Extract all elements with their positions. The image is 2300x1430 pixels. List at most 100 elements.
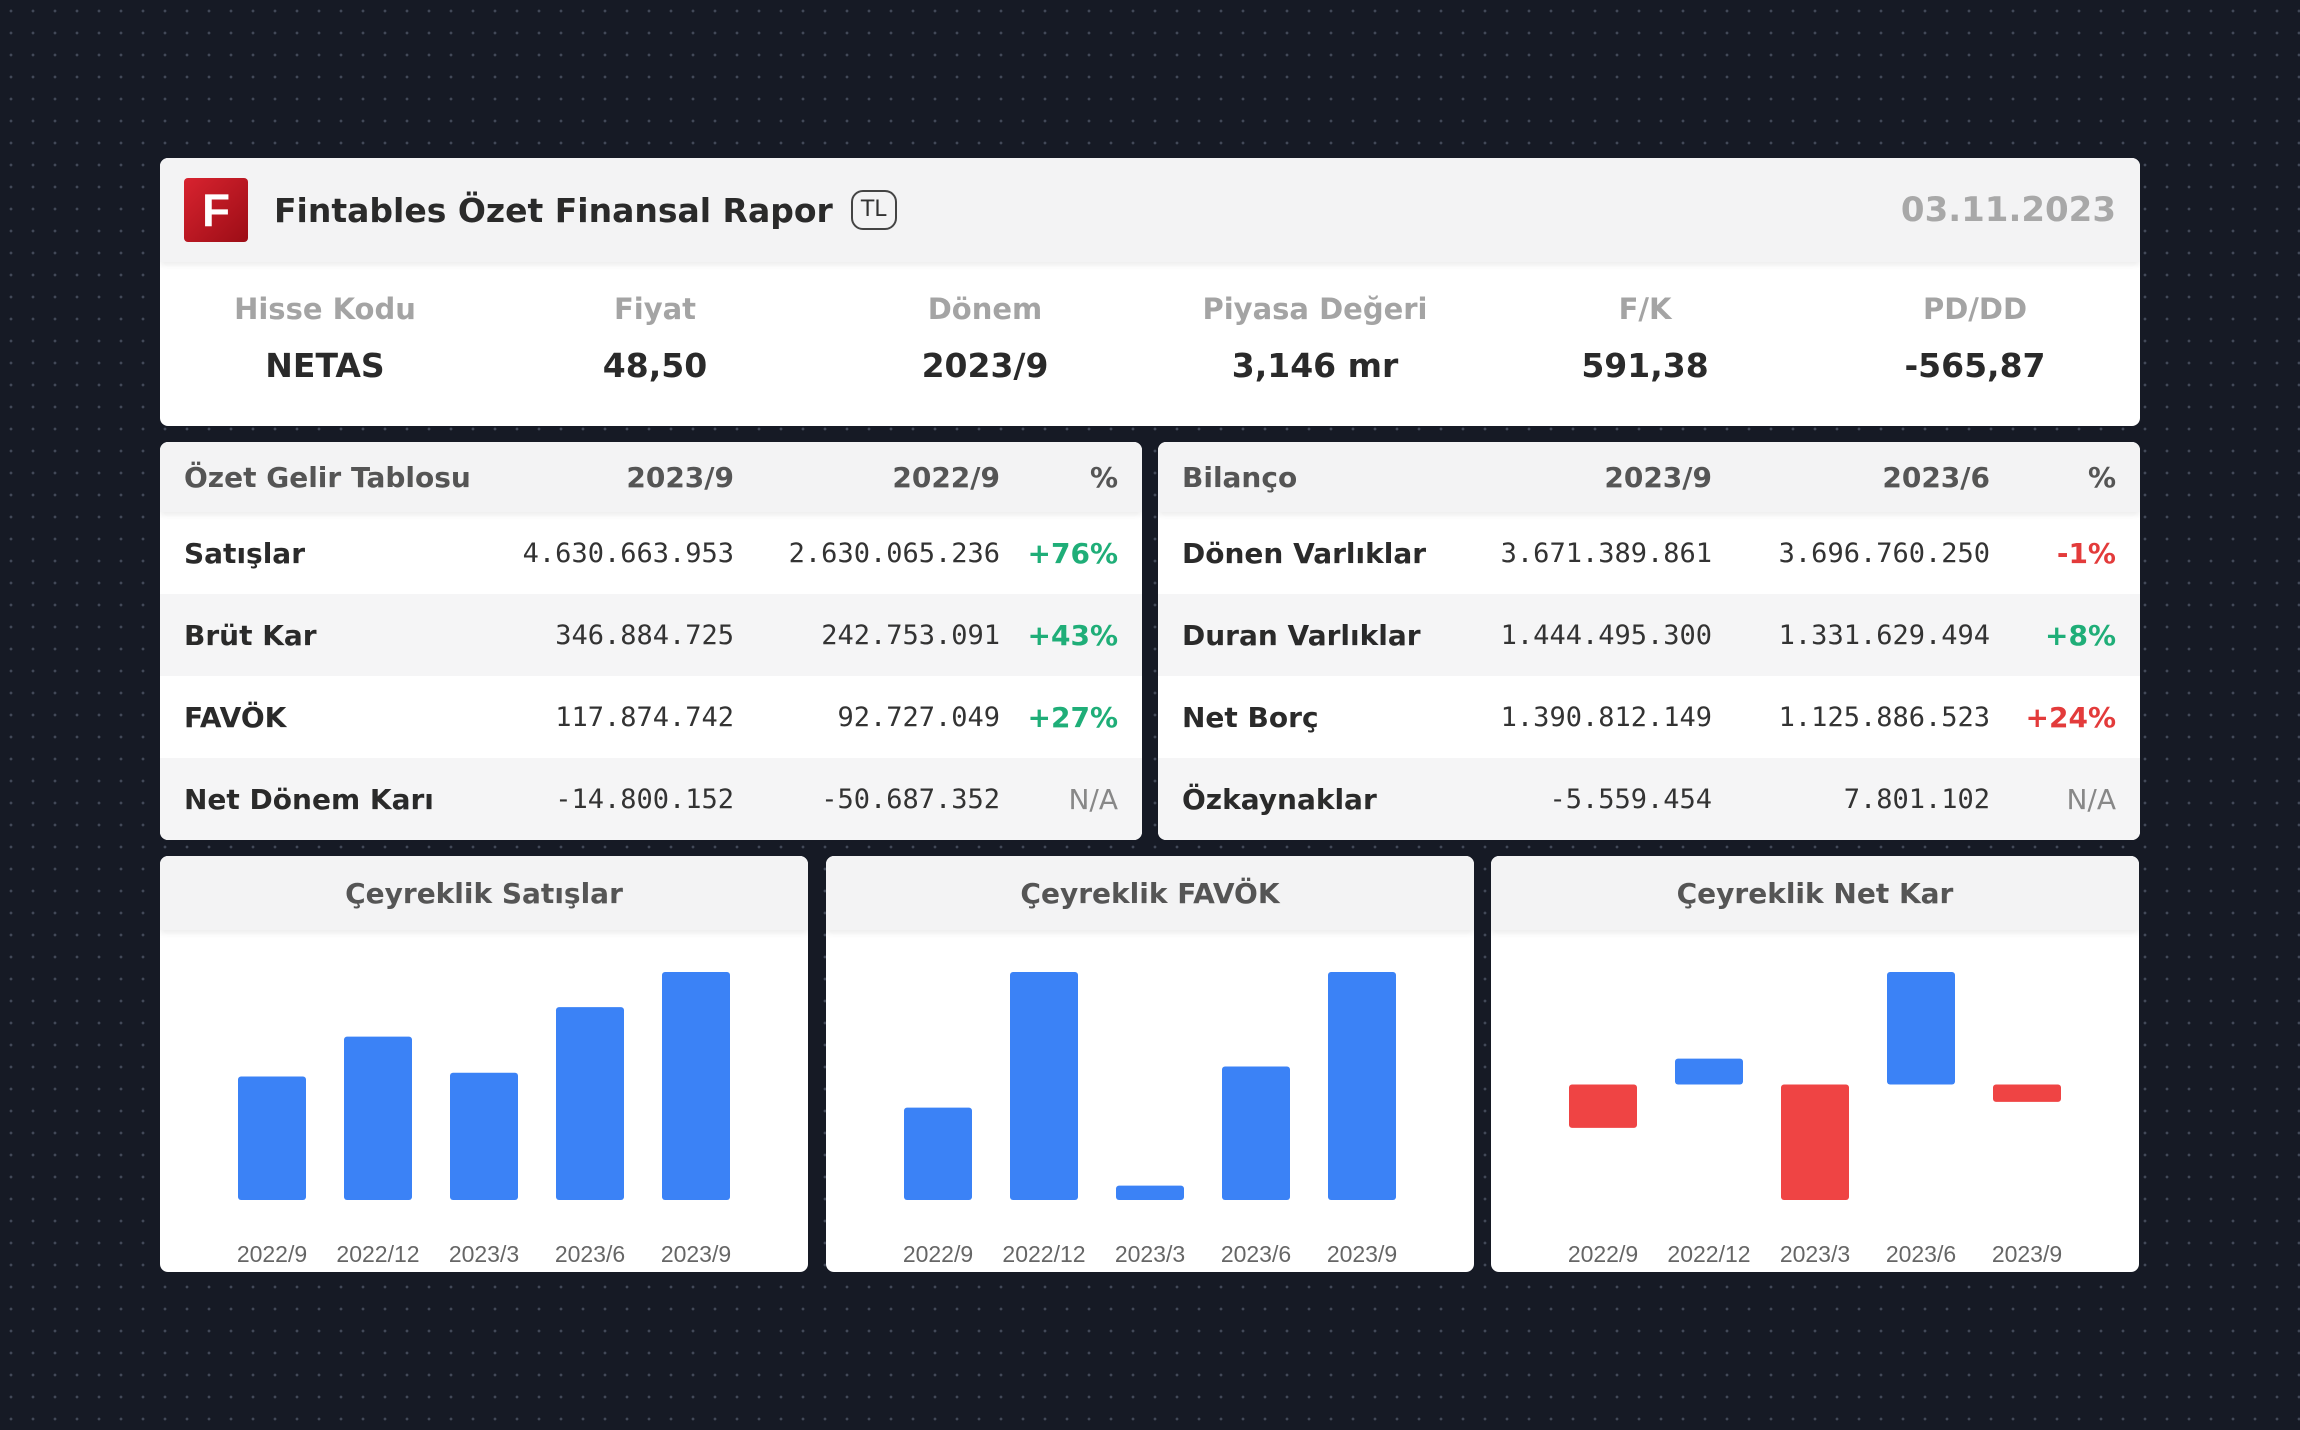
x-tick-label: 2023/3 [449, 1241, 519, 1267]
stat-value: 3,146 mr [1231, 346, 1399, 385]
previous-value: 92.727.049 [837, 701, 1000, 733]
change-percent: +24% [2025, 700, 2116, 734]
stat-pe: F/K 591,38 [1480, 262, 1810, 426]
column-header: % [1089, 460, 1118, 494]
table-row: Duran Varlıklar 1.444.495.300 1.331.629.… [1158, 594, 2140, 676]
bar-2023-3 [450, 1072, 518, 1200]
x-tick-label: 2022/9 [1568, 1241, 1638, 1267]
previous-value: 1.125.886.523 [1778, 701, 1990, 733]
bar-2022-12 [344, 1036, 412, 1200]
table-row: Net Dönem Karı -14.800.152 -50.687.352 N… [160, 758, 1142, 840]
x-tick-label: 2022/9 [903, 1241, 973, 1267]
stat-label: Piyasa Değeri [1202, 292, 1428, 326]
x-tick-label: 2022/12 [1002, 1241, 1085, 1267]
chart-title: Çeyreklik FAVÖK [826, 856, 1474, 930]
row-label: FAVÖK [184, 700, 287, 734]
chart-plot: 2022/9 2022/12 2023/3 2023/6 2023/9 [1568, 972, 2062, 1267]
report-date: 03.11.2023 [1900, 190, 2116, 230]
row-label: Brüt Kar [184, 618, 317, 652]
table-row: Satışlar 4.630.663.953 2.630.065.236 +76… [160, 512, 1142, 594]
stat-pb: PD/DD -565,87 [1810, 262, 2140, 426]
bar-2023-3 [1781, 1084, 1849, 1200]
stat-period: Dönem 2023/9 [820, 262, 1150, 426]
table-row: Dönen Varlıklar 3.671.389.861 3.696.760.… [1158, 512, 2140, 594]
table-row: Özkaynaklar -5.559.454 7.801.102 N/A [1158, 758, 2140, 840]
quarterly-ebitda-chart: Çeyreklik FAVÖK 2022/9 2022/12 2023/3 2023/… [826, 856, 1474, 1272]
title-bar: F Fintables Özet Finansal Rapor TL 03.11… [160, 158, 2140, 262]
change-percent: N/A [2066, 782, 2116, 816]
stat-label: Hisse Kodu [234, 292, 416, 326]
table-header: Özet Gelir Tablosu 2023/9 2022/9 % [160, 442, 1142, 512]
quarterly-net-income-chart: Çeyreklik Net Kar 2022/9 2022/12 2023/3 202… [1491, 856, 2139, 1272]
x-tick-label: 2022/9 [237, 1241, 307, 1267]
stat-price: Fiyat 48,50 [490, 262, 820, 426]
stat-label: Dönem [927, 292, 1043, 326]
x-tick-label: 2022/12 [336, 1241, 419, 1267]
x-tick-label: 2023/6 [1886, 1241, 1956, 1267]
column-header: 2023/6 [1882, 460, 1990, 494]
column-header: Bilanço [1182, 460, 1298, 494]
income-statement-table: Özet Gelir Tablosu 2023/9 2022/9 % Satış… [160, 442, 1142, 840]
quarterly-sales-chart: Çeyreklik Satışlar 2022/9 2022/12 2023/3 20… [160, 856, 808, 1272]
bar-2023-9 [1328, 972, 1396, 1200]
current-value: 4.630.663.953 [522, 537, 734, 569]
current-value: 1.444.495.300 [1500, 619, 1712, 651]
chart-title: Çeyreklik Net Kar [1491, 856, 2139, 930]
change-percent: +8% [2045, 618, 2116, 652]
row-label: Satışlar [184, 536, 306, 570]
previous-value: 1.331.629.494 [1778, 619, 1990, 651]
x-tick-label: 2023/6 [555, 1241, 625, 1267]
column-header: Özet Gelir Tablosu [184, 460, 471, 494]
change-percent: -1% [2056, 536, 2116, 570]
chart-plot: 2022/9 2022/12 2023/3 2023/6 2023/9 [237, 972, 731, 1267]
table-header: Bilanço 2023/9 2023/6 % [1158, 442, 2140, 512]
previous-value: 2.630.065.236 [788, 537, 1000, 569]
change-percent: +76% [1027, 536, 1118, 570]
bar-2023-3 [1116, 1185, 1184, 1200]
stat-value: -565,87 [1904, 346, 2046, 385]
current-value: 3.671.389.861 [1500, 537, 1712, 569]
chart-title: Çeyreklik Satışlar [160, 856, 808, 930]
change-percent: +43% [1027, 618, 1118, 652]
x-tick-label: 2022/12 [1667, 1241, 1750, 1267]
current-value: 1.390.812.149 [1500, 701, 1712, 733]
stat-market-cap: Piyasa Değeri 3,146 mr [1150, 262, 1480, 426]
stat-value: NETAS [265, 346, 385, 385]
chart-plot: 2022/9 2022/12 2023/3 2023/6 2023/9 [903, 972, 1397, 1267]
stat-ticker: Hisse Kodu NETAS [160, 262, 490, 426]
table-row: FAVÖK 117.874.742 92.727.049 +27% [160, 676, 1142, 758]
current-value: 117.874.742 [555, 701, 734, 733]
bar-2023-9 [662, 972, 730, 1200]
x-tick-label: 2023/3 [1780, 1241, 1850, 1267]
x-tick-label: 2023/3 [1115, 1241, 1185, 1267]
fintables-logo: F [184, 178, 248, 242]
bar-2022-12 [1010, 972, 1078, 1200]
bar-2023-6 [1222, 1066, 1290, 1200]
column-header: % [2087, 460, 2116, 494]
change-percent: +27% [1027, 700, 1118, 734]
row-label: Özkaynaklar [1182, 782, 1377, 816]
bar-2023-6 [1887, 972, 1955, 1085]
row-label: Net Dönem Karı [184, 782, 434, 816]
stat-value: 48,50 [602, 346, 708, 385]
x-tick-label: 2023/9 [1992, 1241, 2062, 1267]
current-value: -5.559.454 [1549, 783, 1712, 815]
change-percent: N/A [1068, 782, 1118, 816]
stat-value: 591,38 [1581, 346, 1709, 385]
table-row: Net Borç 1.390.812.149 1.125.886.523 +24… [1158, 676, 2140, 758]
stat-label: F/K [1618, 292, 1672, 326]
row-label: Dönen Varlıklar [1182, 536, 1427, 570]
current-value: 346.884.725 [555, 619, 734, 651]
bar-2023-6 [556, 1007, 624, 1200]
x-tick-label: 2023/6 [1221, 1241, 1291, 1267]
current-value: -14.800.152 [555, 783, 734, 815]
bar-2022-9 [904, 1107, 972, 1200]
bar-2022-9 [238, 1076, 306, 1200]
previous-value: 242.753.091 [821, 619, 1000, 651]
previous-value: 7.801.102 [1843, 783, 1990, 815]
summary-header-card: F Fintables Özet Finansal Rapor TL 03.11… [160, 158, 2140, 426]
column-header: 2022/9 [892, 460, 1000, 494]
report-title: Fintables Özet Finansal Rapor [274, 190, 833, 230]
bar-2022-9 [1569, 1084, 1637, 1128]
previous-value: 3.696.760.250 [1778, 537, 1990, 569]
